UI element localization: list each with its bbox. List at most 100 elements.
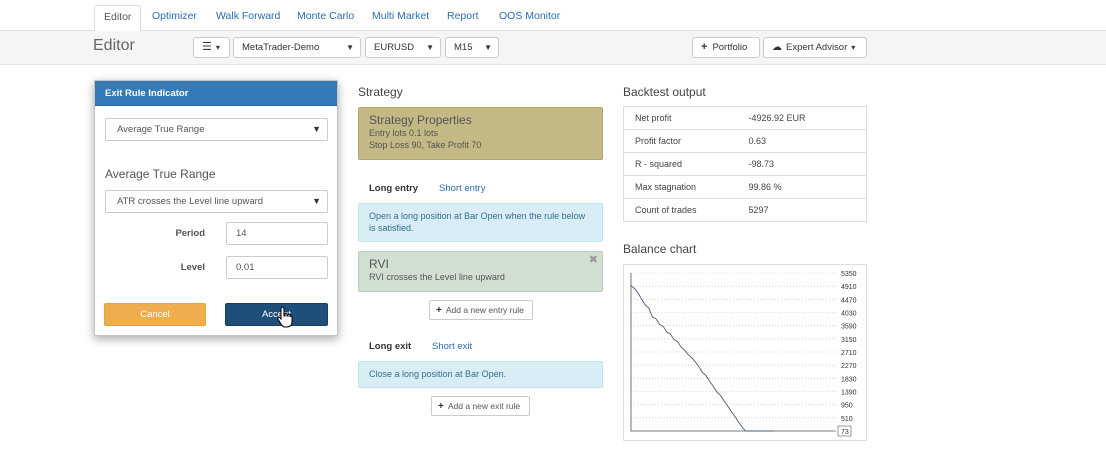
table-row: Count of trades 5297: [623, 198, 867, 222]
plus-icon: +: [701, 41, 708, 53]
y-tick-label: 4470: [841, 297, 857, 304]
table-row: Net profit -4926.92 EUR: [624, 107, 867, 130]
stat-label: Max stagnation: [623, 175, 749, 199]
plus-icon: +: [438, 401, 444, 412]
entry-rule-rvi[interactable]: RVI RVI crosses the Level line upward ✖: [358, 251, 603, 292]
stat-label: Count of trades: [623, 198, 749, 222]
strategy-properties[interactable]: Strategy Properties Entry lots 0.1 lots …: [358, 107, 603, 160]
page-title: Editor: [93, 37, 135, 54]
menu-button[interactable]: ☰ ▾: [193, 37, 230, 58]
tab-short-exit[interactable]: Short exit: [432, 341, 473, 352]
stat-value: 0.63: [748, 129, 867, 153]
tab-report[interactable]: Report: [447, 10, 479, 22]
y-tick-label: 950: [841, 403, 853, 410]
cloud-download-icon: ☁: [772, 42, 782, 53]
plus-icon: +: [436, 305, 442, 316]
add-entry-label: Add a new entry rule: [445, 305, 524, 315]
strategy-heading: Strategy: [358, 85, 403, 99]
symbol-select[interactable]: EURUSD ▼: [365, 37, 441, 58]
last-value-box: [837, 425, 852, 437]
rule-description: RVI crosses the Level line upward: [369, 272, 505, 282]
tab-monte-carlo[interactable]: Monte Carlo: [297, 10, 355, 22]
dialog-title: Exit Rule Indicator: [95, 81, 337, 106]
stat-label: R - squared: [623, 152, 749, 176]
hand-cursor-icon: [277, 306, 293, 328]
period-select[interactable]: M15 ▼: [445, 37, 499, 58]
table-row: Max stagnation 99.86 %: [623, 175, 867, 199]
entry-info: Open a long position at Bar Open when th…: [358, 203, 603, 242]
tab-short-entry[interactable]: Short entry: [439, 183, 486, 194]
top-nav: Editor Optimizer Walk Forward Monte Carl…: [0, 0, 1106, 31]
caret-down-icon: ▾: [851, 43, 856, 52]
stat-value: 99.86 %: [748, 175, 867, 199]
stat-label: Profit factor: [623, 129, 749, 153]
broker-select[interactable]: MetaTrader-Demo ▼: [233, 37, 361, 58]
chevron-down-icon: ▼: [484, 43, 492, 52]
balance-line: [630, 285, 774, 432]
backtest-heading: Backtest output: [623, 85, 706, 99]
broker-value: MetaTrader-Demo: [242, 42, 320, 53]
level-input[interactable]: 0.01: [226, 256, 328, 279]
indicator-value: Average True Range: [117, 124, 205, 135]
hamburger-icon: ☰: [202, 41, 212, 53]
tab-long-entry[interactable]: Long entry: [369, 183, 419, 194]
symbol-value: EURUSD: [374, 42, 415, 53]
backtest-table: Net profit -4926.92 EUR Profit factor 0.63…: [623, 106, 867, 222]
indicator-heading: Average True Range: [105, 167, 216, 181]
stat-label: Net profit: [635, 113, 672, 123]
indicator-select[interactable]: Average True Range ▼: [105, 118, 328, 141]
close-icon[interactable]: ✖: [588, 254, 598, 266]
y-tick-label: 2270: [841, 363, 857, 370]
chevron-down-icon: ▼: [312, 124, 321, 134]
expert-advisor-label: Expert Advisor: [786, 42, 848, 53]
level-label: Level: [180, 262, 205, 273]
y-tick-label: 73: [841, 429, 849, 436]
portfolio-label: Portfolio: [712, 42, 748, 53]
exit-rule-indicator-dialog: Exit Rule Indicator Average True Range ▼…: [94, 80, 338, 336]
y-tick-label: 3150: [841, 337, 857, 344]
stop-take: Stop Loss 90, Take Profit 70: [369, 140, 482, 150]
tab-walk-forward[interactable]: Walk Forward: [216, 10, 281, 22]
chevron-down-icon: ▼: [346, 43, 354, 52]
cancel-button[interactable]: Cancel: [104, 303, 206, 326]
chevron-down-icon: ▼: [426, 43, 434, 52]
add-entry-rule-button[interactable]: + Add a new entry rule: [429, 300, 533, 320]
y-tick-label: 3590: [841, 324, 857, 331]
y-tick-label: 510: [841, 416, 853, 423]
strategy-properties-title: Strategy Properties: [369, 113, 472, 127]
tab-editor[interactable]: Editor: [94, 5, 142, 31]
y-tick-label: 4910: [841, 284, 857, 291]
logic-value: ATR crosses the Level line upward: [117, 196, 264, 207]
accept-button[interactable]: Accept: [225, 303, 328, 326]
balance-chart-heading: Balance chart: [623, 242, 697, 256]
toolbar: Editor ☰ ▾ MetaTrader-Demo ▼ EURUSD ▼ M15…: [0, 31, 1106, 65]
entry-lots: Entry lots 0.1 lots: [369, 128, 439, 138]
stat-value: -98.73: [748, 152, 867, 176]
exit-info: Close a long position at Bar Open.: [358, 361, 603, 388]
chevron-down-icon: ▼: [312, 196, 321, 206]
tab-multi-market[interactable]: Multi Market: [372, 10, 430, 22]
balance-chart-svg: 5350 4910 4470 4030 3590 3150 2710 2270 1830 1390…: [630, 271, 857, 437]
tab-optimizer[interactable]: Optimizer: [152, 10, 197, 22]
y-tick-label: 1830: [841, 376, 857, 383]
logic-select[interactable]: ATR crosses the Level line upward ▼: [105, 190, 328, 213]
tab-oos-monitor[interactable]: OOS Monitor: [499, 10, 561, 22]
add-exit-rule-button[interactable]: + Add a new exit rule: [431, 396, 530, 416]
y-tick-label: 1390: [841, 390, 857, 397]
tab-long-exit[interactable]: Long exit: [369, 341, 412, 352]
caret-down-icon: ▾: [215, 43, 220, 52]
stat-value: 5297: [748, 198, 867, 222]
period-label: Period: [175, 228, 205, 239]
balance-chart: 5350 4910 4470 4030 3590 3150 2710 2270 1830 1390…: [623, 264, 867, 441]
y-tick-label: 2710: [841, 350, 857, 357]
period-input[interactable]: 14: [226, 222, 328, 245]
period-value: M15: [454, 42, 473, 53]
stat-value: -4926.92 EUR: [748, 113, 806, 123]
rule-title: RVI: [369, 257, 389, 271]
y-tick-label: 5350: [841, 271, 857, 278]
expert-advisor-button[interactable]: ☁ Expert Advisor ▾: [763, 37, 867, 58]
portfolio-button[interactable]: + Portfolio: [692, 37, 760, 58]
table-row: R - squared -98.73: [623, 152, 867, 176]
table-row: Profit factor 0.63: [623, 129, 867, 153]
add-exit-label: Add a new exit rule: [447, 401, 521, 411]
